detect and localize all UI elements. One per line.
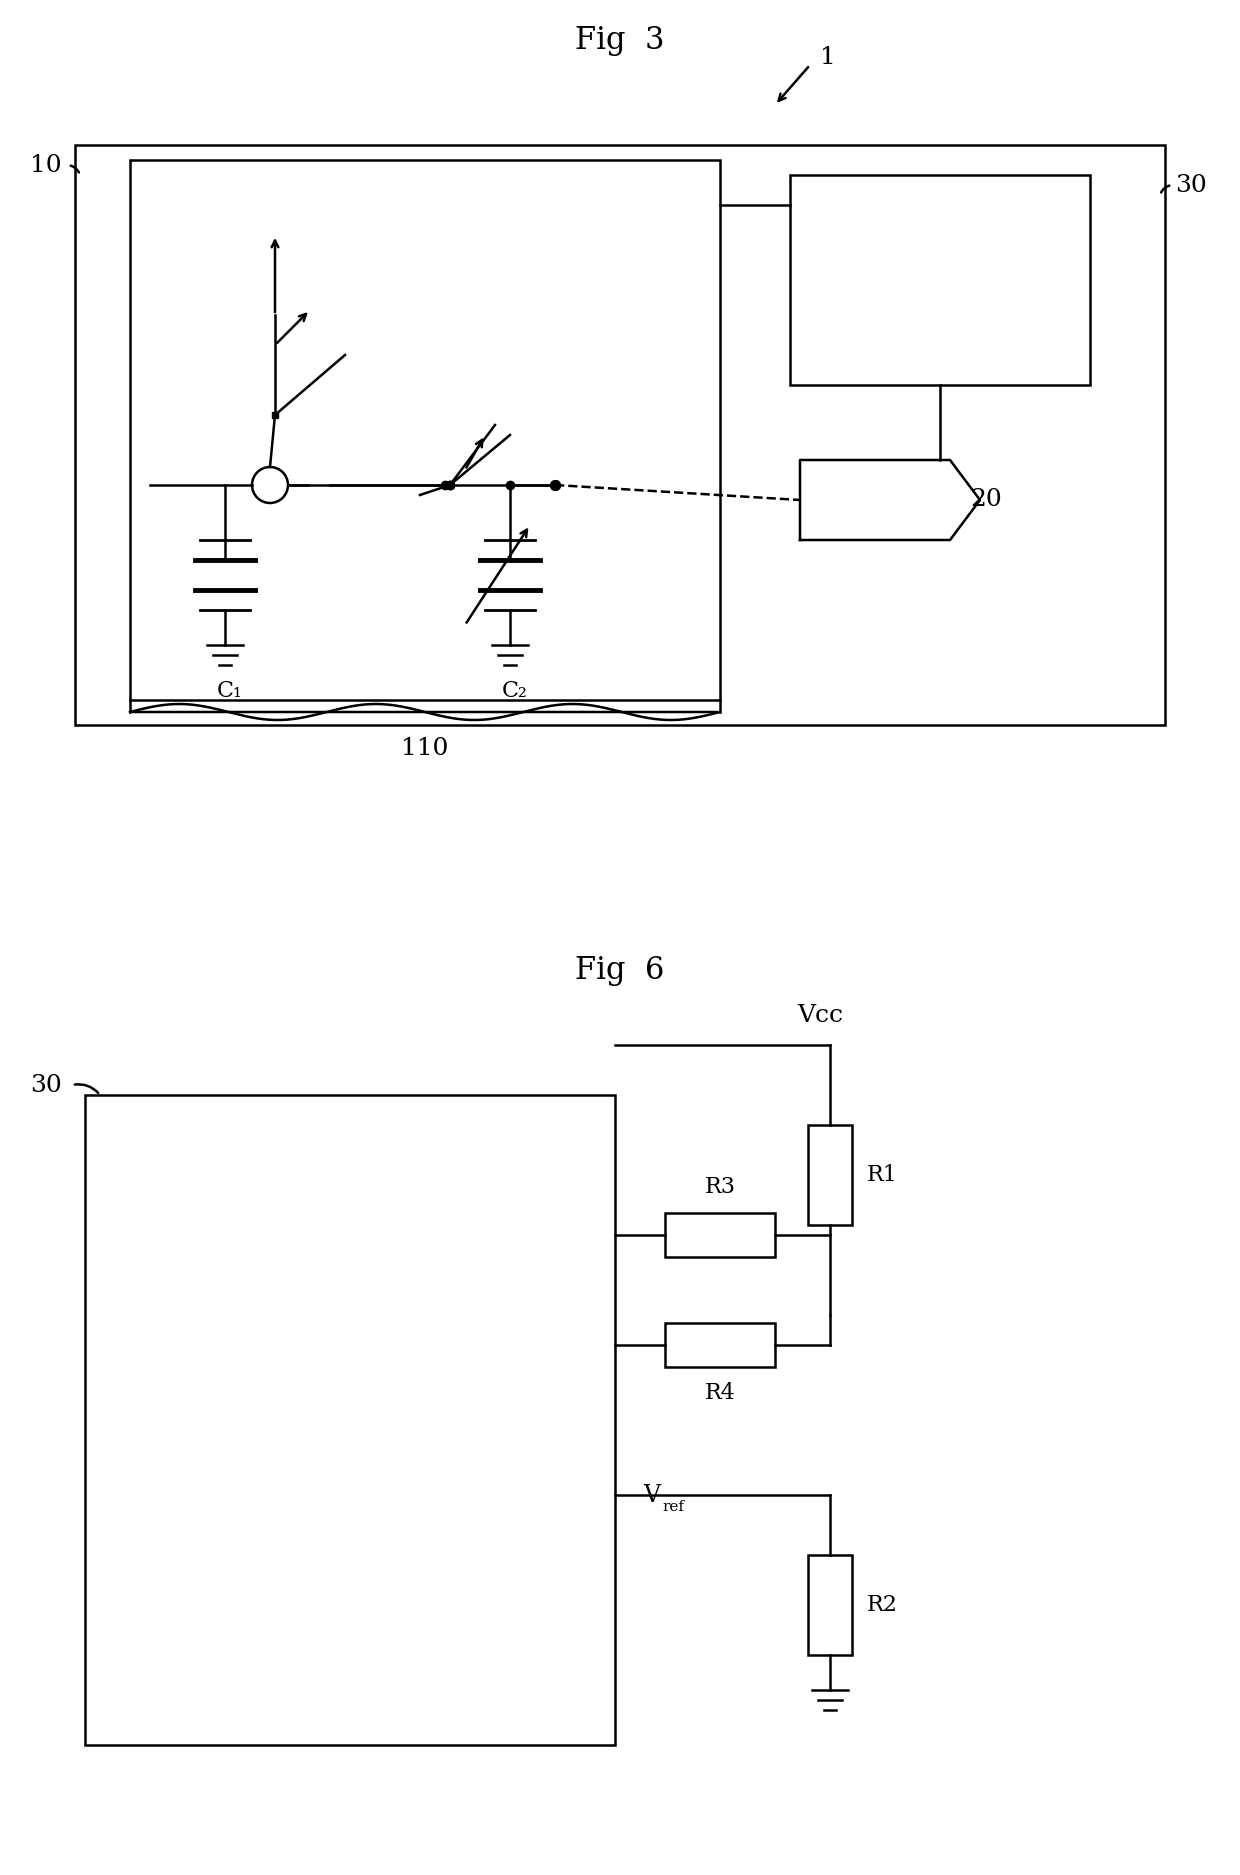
Text: ref: ref (662, 1500, 684, 1513)
Bar (665, 1324, 775, 1367)
Bar (130, 159, 720, 699)
Text: Fig  6: Fig 6 (575, 954, 665, 986)
Text: 30: 30 (1176, 174, 1207, 197)
Bar (808, 1125, 852, 1224)
Bar (74, 144, 1166, 726)
Text: 20: 20 (970, 489, 1002, 512)
Text: R4: R4 (704, 1382, 735, 1404)
Text: R3: R3 (704, 1176, 735, 1198)
Text: 30: 30 (30, 1074, 62, 1097)
Bar (665, 1213, 775, 1256)
Bar (86, 1095, 615, 1746)
Bar (808, 1554, 852, 1656)
Text: 1: 1 (820, 45, 836, 69)
Text: C₁: C₁ (217, 681, 243, 701)
Text: C₂: C₂ (502, 681, 528, 701)
Bar (790, 174, 1090, 384)
Text: V: V (644, 1483, 660, 1506)
Text: 110: 110 (402, 737, 449, 759)
Text: Vcc: Vcc (797, 1003, 843, 1026)
Text: R1: R1 (867, 1164, 898, 1187)
Text: R2: R2 (867, 1594, 898, 1616)
Text: Fig  3: Fig 3 (575, 24, 665, 56)
Text: 10: 10 (30, 154, 62, 176)
